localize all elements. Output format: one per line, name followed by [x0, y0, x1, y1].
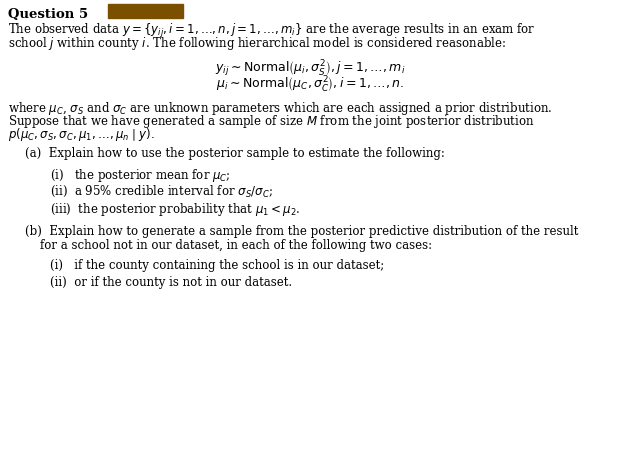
Text: $\mu_i \sim \mathrm{Normal}\left(\mu_C,\sigma_C^2\right), i = 1,\ldots,n.$: $\mu_i \sim \mathrm{Normal}\left(\mu_C,\…	[216, 75, 404, 95]
Text: $y_{ij} \sim \mathrm{Normal}\left(\mu_i,\sigma_S^2\right), j = 1,\ldots,m_i$: $y_{ij} \sim \mathrm{Normal}\left(\mu_i,…	[215, 58, 405, 79]
Text: Question 5: Question 5	[8, 8, 88, 21]
Text: $p(\mu_C,\sigma_S,\sigma_C,\mu_1,\ldots,\mu_n\mid y).$: $p(\mu_C,\sigma_S,\sigma_C,\mu_1,\ldots,…	[8, 126, 155, 143]
Text: where $\mu_C$, $\sigma_S$ and $\sigma_C$ are unknown parameters which are each a: where $\mu_C$, $\sigma_S$ and $\sigma_C$…	[8, 100, 553, 117]
Text: The observed data $y = \{y_{ij}, i = 1,\ldots,n, j = 1,\ldots,m_i\}$ are the ave: The observed data $y = \{y_{ij}, i = 1,\…	[8, 22, 535, 40]
Text: (ii)  or if the county is not in our dataset.: (ii) or if the county is not in our data…	[50, 276, 292, 289]
Text: (a)  Explain how to use the posterior sample to estimate the following:: (a) Explain how to use the posterior sam…	[25, 147, 445, 160]
Text: (iii)  the posterior probability that $\mu_1 < \mu_2$.: (iii) the posterior probability that $\m…	[50, 201, 301, 218]
Text: school $j$ within county $i$. The following hierarchical model is considered rea: school $j$ within county $i$. The follow…	[8, 35, 506, 52]
Text: Suppose that we have generated a sample of size $M$ from the joint posterior dis: Suppose that we have generated a sample …	[8, 113, 535, 130]
FancyBboxPatch shape	[108, 4, 183, 18]
Text: for a school not in our dataset, in each of the following two cases:: for a school not in our dataset, in each…	[40, 239, 432, 252]
Text: (b)  Explain how to generate a sample from the posterior predictive distribution: (b) Explain how to generate a sample fro…	[25, 225, 578, 238]
Text: (ii)  a 95% credible interval for $\sigma_S/\sigma_C$;: (ii) a 95% credible interval for $\sigma…	[50, 184, 273, 199]
Text: (i)   if the county containing the school is in our dataset;: (i) if the county containing the school …	[50, 259, 384, 272]
Text: (i)   the posterior mean for $\mu_C$;: (i) the posterior mean for $\mu_C$;	[50, 167, 231, 184]
